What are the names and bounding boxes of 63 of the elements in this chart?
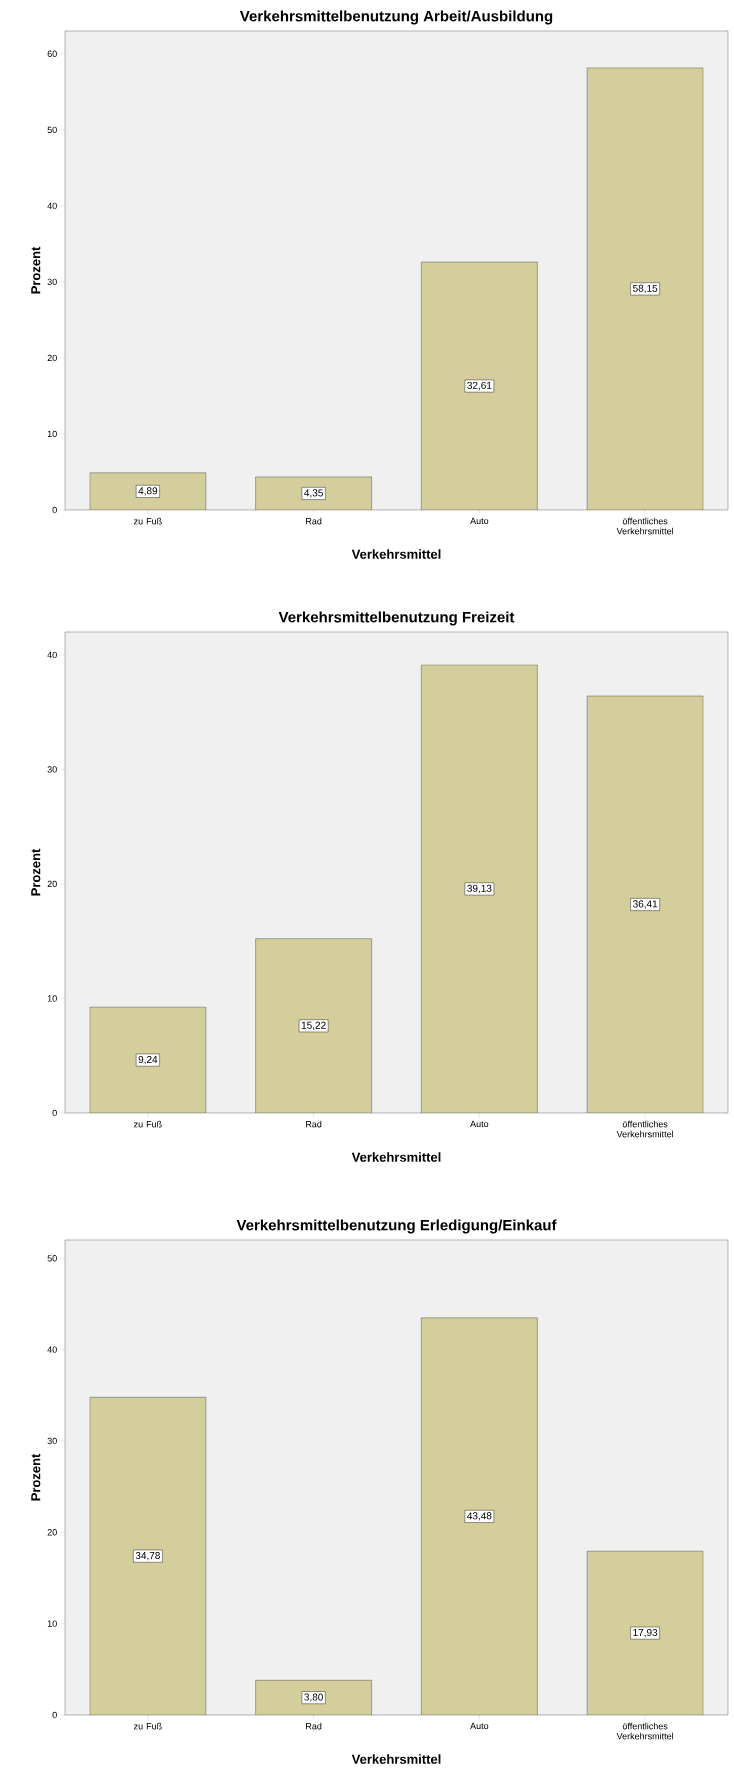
y-tick-label: 50: [47, 126, 57, 134]
data-label: 3,80: [304, 1693, 323, 1702]
x-tick-label: Rad: [306, 517, 322, 525]
bar: [255, 1680, 372, 1715]
y-tick-label: 10: [47, 430, 57, 438]
data-label: 32,61: [467, 381, 492, 391]
y-axis-title: Prozent: [31, 1453, 41, 1501]
x-tick-label: zu Fuß: [133, 1722, 162, 1730]
x-axis-title: Verkehrsmittel: [351, 1152, 441, 1162]
bar: [255, 476, 372, 510]
y-tick-label: 30: [47, 1437, 57, 1445]
x-tick-label: zu Fuß: [133, 517, 162, 525]
x-tick-label: öffentliches Verkehrsmittel: [616, 517, 674, 535]
x-tick-label: öffentliches Verkehrsmittel: [616, 1722, 674, 1740]
bar: [421, 664, 538, 1113]
data-label: 34,78: [135, 1552, 160, 1561]
y-tick-label: 0: [52, 1711, 57, 1719]
bar: [89, 1006, 207, 1113]
y-tick-label: 40: [47, 651, 57, 659]
chart-title: Verkehrsmittelbenutzung Freizeit: [278, 611, 515, 626]
data-label: 17,93: [633, 1628, 658, 1638]
data-label: 4,89: [138, 487, 158, 496]
y-axis-title: Prozent: [31, 848, 41, 896]
bar: [89, 1397, 207, 1715]
y-tick-label: 60: [47, 50, 57, 57]
y-tick-label: 50: [47, 1255, 57, 1262]
data-label: 58,15: [633, 284, 658, 294]
x-tick-label: Auto: [470, 1722, 489, 1730]
x-tick-label: Auto: [470, 517, 489, 525]
x-axis-title: Verkehrsmittel: [351, 1754, 441, 1764]
bar: [255, 938, 372, 1113]
bar: [421, 1317, 538, 1715]
bar: [89, 472, 207, 510]
y-tick-label: 10: [47, 995, 57, 1002]
data-label: 9,24: [138, 1055, 158, 1065]
x-tick-label: Rad: [306, 1120, 322, 1128]
bar: [421, 261, 538, 510]
data-label: 43,48: [467, 1512, 492, 1521]
data-label: 15,22: [301, 1021, 326, 1030]
y-axis-title: Prozent: [31, 246, 41, 294]
x-axis-title: Verkehrsmittel: [351, 549, 441, 559]
y-tick-label: 20: [47, 880, 57, 888]
x-tick-label: öffentliches Verkehrsmittel: [616, 1120, 674, 1138]
data-label: 36,41: [632, 900, 658, 909]
y-tick-label: 20: [47, 354, 57, 362]
bar: [586, 67, 704, 510]
y-tick-label: 20: [47, 1529, 57, 1536]
x-tick-label: Auto: [470, 1120, 489, 1128]
bar: [586, 695, 704, 1113]
y-tick-label: 30: [47, 278, 57, 286]
chart-title: Verkehrsmittelbenutzung Arbeit/Ausbildung: [239, 10, 553, 25]
y-tick-label: 30: [47, 766, 57, 773]
bar: [586, 1551, 704, 1715]
x-tick-label: Rad: [306, 1722, 322, 1730]
x-tick-label: zu Fuß: [133, 1120, 162, 1128]
y-tick-label: 10: [47, 1620, 57, 1627]
y-tick-label: 40: [47, 202, 57, 210]
y-tick-label: 0: [52, 506, 57, 514]
y-tick-label: 0: [52, 1109, 57, 1117]
data-label: 4,35: [304, 489, 323, 498]
y-tick-label: 40: [47, 1346, 57, 1353]
data-label: 39,13: [467, 884, 492, 894]
chart-title: Verkehrsmittelbenutzung Erledigung/Einkauf: [236, 1219, 557, 1234]
